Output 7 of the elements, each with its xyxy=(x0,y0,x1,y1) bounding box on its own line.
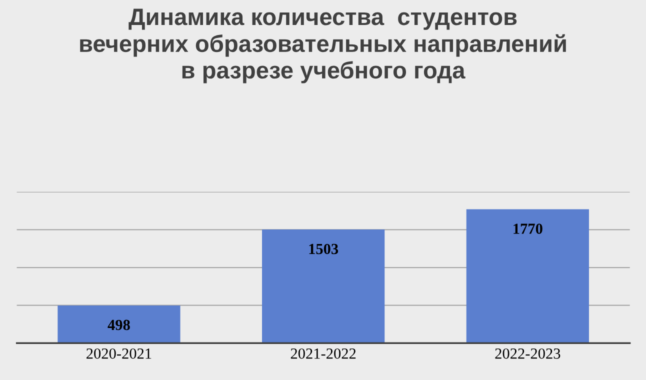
x-tick-label: 2020-2021 xyxy=(86,348,152,359)
x-tick-label: 2022-2023 xyxy=(495,348,560,359)
data-label: 498 xyxy=(108,320,130,330)
data-label: 1770 xyxy=(514,224,542,234)
data-label: 1503 xyxy=(309,244,338,254)
chart-title: Динамика количества студентов вечерних образовательных направлений в разрезе учебного года xyxy=(80,8,566,84)
x-tick-label: 2021-2022 xyxy=(290,348,356,359)
